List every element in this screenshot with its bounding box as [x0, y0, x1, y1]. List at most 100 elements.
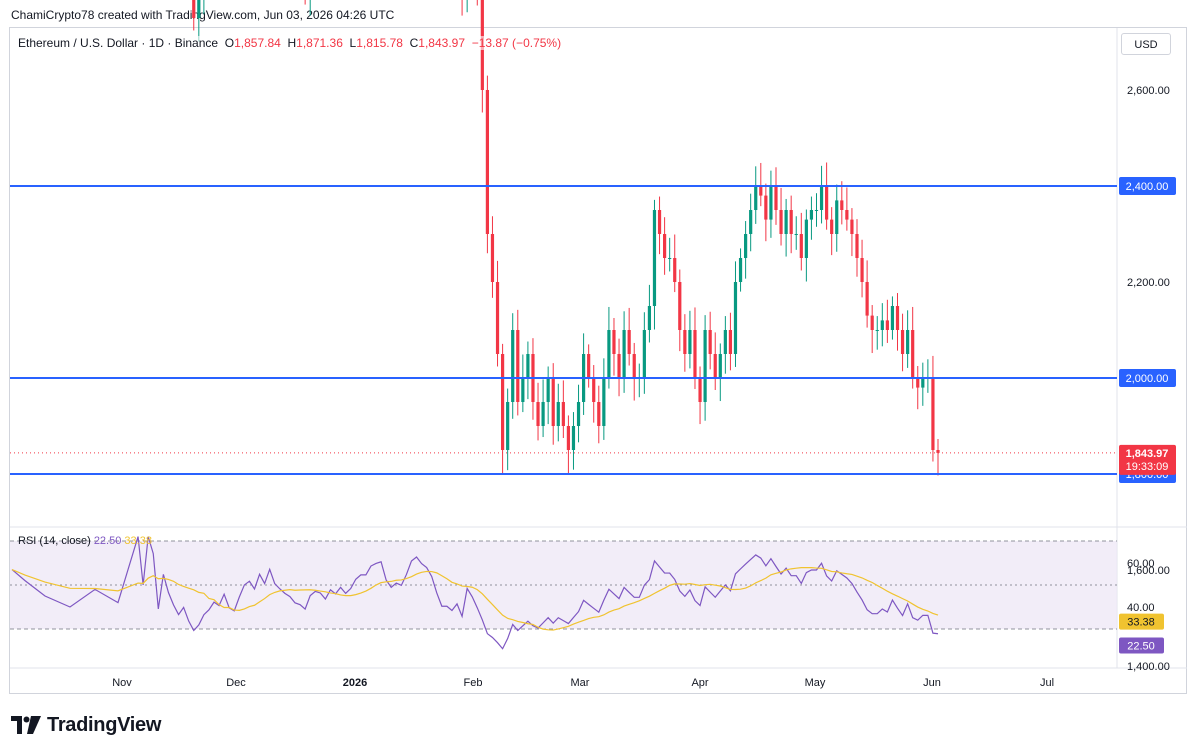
brand-name: TradingView — [47, 713, 162, 736]
candle-body — [632, 354, 636, 378]
x-tick-label: Mar — [571, 677, 590, 689]
low-label: L — [349, 36, 357, 50]
candle-body — [835, 200, 839, 234]
candle-body — [657, 210, 662, 234]
candle-body — [931, 378, 935, 450]
candle-body — [561, 402, 565, 426]
candle-body — [723, 330, 727, 354]
candle-body — [526, 354, 530, 378]
candle-body — [733, 282, 738, 354]
level-label: 2,400.00 — [1126, 181, 1169, 193]
candle-body — [541, 402, 545, 426]
candle-body — [485, 90, 490, 234]
candle-body — [597, 402, 601, 426]
candle-body — [683, 330, 687, 354]
candle-body — [916, 378, 920, 388]
level-label-bg — [1119, 177, 1176, 195]
candle-body — [607, 330, 611, 378]
candle-body — [794, 234, 798, 235]
candle-body — [850, 219, 854, 234]
candle-body — [784, 210, 788, 234]
candle-body — [911, 330, 915, 378]
candle-body — [764, 195, 768, 220]
candle-body — [576, 402, 581, 426]
candle-body — [571, 426, 576, 450]
candle-body — [678, 282, 682, 330]
candle-body — [855, 234, 859, 258]
rsi-ma-value: 33.38 — [124, 535, 152, 547]
candle-body — [789, 210, 793, 234]
rsi-tick-label: 60.00 — [1127, 558, 1155, 570]
high-value: 1,871.36 — [296, 36, 343, 50]
candle-body — [566, 426, 571, 450]
close-value: 1,843.97 — [418, 36, 466, 50]
candle-body — [759, 186, 763, 196]
rsi-ma-axis-label: 33.38 — [1127, 617, 1155, 629]
candles-group — [192, 0, 940, 476]
candle-body — [587, 354, 591, 378]
rsi-value: 22.50 — [93, 535, 122, 547]
candle-body — [668, 258, 672, 259]
x-tick-label: Jul — [1040, 677, 1054, 689]
x-tick-label: 2026 — [343, 677, 367, 689]
candle-body — [814, 210, 819, 211]
candle-body — [663, 234, 667, 258]
close-label: C — [409, 36, 419, 50]
rsi-tick-label: 40.00 — [1127, 602, 1155, 614]
open-value: 1,857.84 — [234, 36, 281, 50]
y-tick-label: 1,600.00 — [1127, 565, 1170, 577]
rsi-legend[interactable]: RSI (14, close) 22.50 33.38 — [18, 535, 152, 547]
candle-body — [885, 320, 889, 330]
level-label: 2,000.00 — [1126, 373, 1169, 385]
tradingview-logo[interactable]: TradingView — [11, 712, 161, 738]
candle-body — [490, 234, 495, 282]
currency-button[interactable]: USD — [1121, 33, 1171, 55]
candle-body — [890, 306, 895, 330]
candle-body — [693, 330, 697, 378]
candle-body — [495, 282, 500, 354]
candle-body — [698, 378, 702, 402]
candle-body — [521, 378, 525, 402]
candle-body — [708, 330, 712, 354]
candle-body — [738, 258, 743, 282]
candle-body — [647, 306, 652, 330]
chart-frame[interactable] — [9, 27, 1187, 694]
candle-body — [556, 402, 560, 426]
candle-body — [627, 330, 631, 354]
tradingview-logo-icon — [11, 716, 41, 734]
candle-body — [906, 330, 910, 354]
symbol-name[interactable]: Ethereum / U.S. Dollar · 1D · Binance — [18, 36, 219, 50]
low-value: 1,815.78 — [356, 36, 403, 50]
x-tick-label: Dec — [226, 677, 246, 689]
y-tick-label: 1,400.00 — [1127, 661, 1170, 673]
candle-body — [622, 330, 626, 378]
candle-body — [652, 210, 657, 306]
y-tick-label: 2,200.00 — [1127, 277, 1170, 289]
candle-body — [799, 234, 803, 258]
chart-caption: ChamiCrypto78 created with TradingView.c… — [11, 8, 395, 22]
candle-body — [592, 378, 596, 402]
candle-body — [819, 186, 824, 210]
candle-body — [921, 378, 925, 388]
rsi-ma-line — [11, 566, 939, 631]
rsi-band — [10, 541, 1117, 629]
open-label: O — [224, 36, 235, 50]
rsi-label: RSI (14, close) — [18, 535, 91, 547]
rsi-label-bg — [1119, 637, 1164, 654]
candle-body — [880, 320, 884, 330]
candle-body — [642, 330, 646, 378]
candle-body — [516, 330, 520, 402]
high-label: H — [287, 36, 297, 50]
candle-body — [860, 258, 864, 282]
candle-body — [511, 330, 515, 402]
level-label-bg — [1119, 369, 1176, 387]
x-tick-label: Feb — [464, 677, 483, 689]
candle-body — [197, 0, 201, 18]
candle-body — [536, 402, 540, 426]
rsi-ma-label-bg — [1119, 613, 1164, 630]
y-tick-label: 2,600.00 — [1127, 85, 1170, 97]
candle-body — [809, 210, 814, 220]
x-tick-label: Nov — [112, 677, 132, 689]
symbol-legend[interactable]: Ethereum / U.S. Dollar · 1D · Binance O1… — [18, 36, 562, 50]
